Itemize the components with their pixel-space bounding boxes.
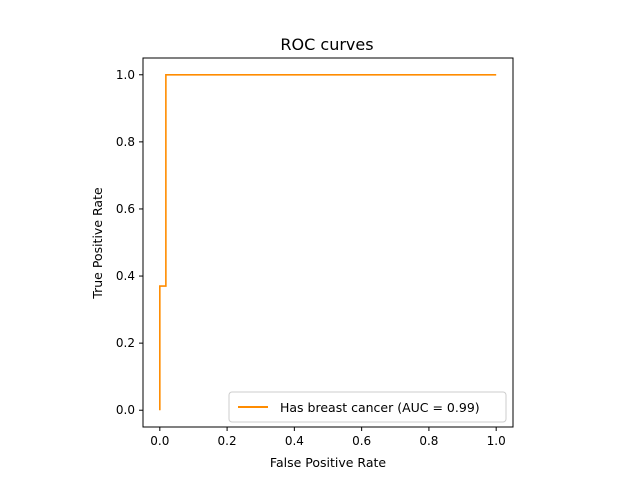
x-tick-label: 0.6 bbox=[352, 434, 371, 448]
y-tick-label: 0.6 bbox=[116, 202, 135, 216]
series-layer bbox=[159, 73, 497, 411]
legend: Has breast cancer (AUC = 0.99) bbox=[228, 391, 507, 423]
y-tick-label: 1.0 bbox=[116, 68, 135, 82]
y-tick-label: 0.0 bbox=[116, 403, 135, 417]
roc-curve-line bbox=[159, 73, 497, 411]
x-tick-label: 0.4 bbox=[285, 434, 304, 448]
legend-box bbox=[228, 391, 507, 423]
x-axis-label: False Positive Rate bbox=[270, 455, 386, 470]
x-tick-label: 1.0 bbox=[487, 434, 506, 448]
legend-label: Has breast cancer (AUC = 0.99) bbox=[280, 400, 480, 415]
y-axis-label: True Positive Rate bbox=[90, 187, 105, 300]
x-tick-label: 0.8 bbox=[419, 434, 438, 448]
x-tick-label: 0.2 bbox=[218, 434, 237, 448]
x-tick-label: 0.0 bbox=[150, 434, 169, 448]
y-tick-label: 0.8 bbox=[116, 135, 135, 149]
y-tick-label: 0.2 bbox=[116, 336, 135, 350]
axes-frame bbox=[142, 57, 514, 428]
axis-ticks: 0.0 0.2 0.4 0.6 0.8 1.0 0.0 0.2 0.4 0.6 0.8 1.0 bbox=[116, 68, 506, 448]
chart-title: ROC curves bbox=[280, 35, 373, 54]
y-tick-label: 0.4 bbox=[116, 269, 135, 283]
